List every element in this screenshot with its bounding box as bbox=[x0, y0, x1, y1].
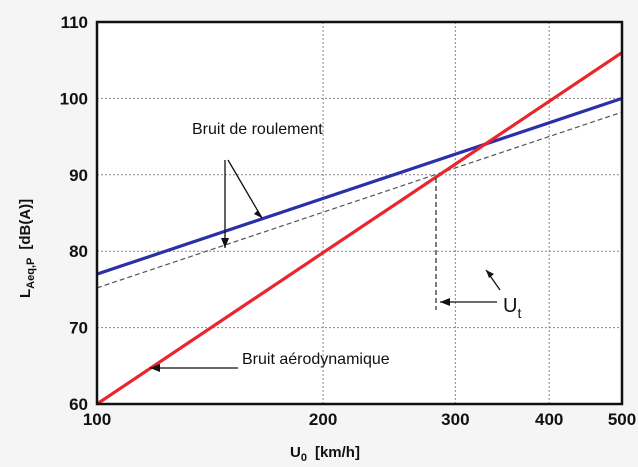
x-tick-label: 500 bbox=[608, 410, 636, 429]
rolling-drop-arrowhead bbox=[221, 238, 229, 248]
x-tick-label: 400 bbox=[535, 410, 563, 429]
y-tick-label: 70 bbox=[69, 319, 88, 338]
y-tick-label: 100 bbox=[60, 89, 88, 108]
x-tick-label: 200 bbox=[309, 410, 337, 429]
aero-label: Bruit aérodynamique bbox=[242, 351, 390, 368]
x-tick-label: 300 bbox=[441, 410, 469, 429]
aero-arrowhead bbox=[150, 364, 160, 372]
plot-area bbox=[97, 22, 622, 404]
rolling-label: Bruit de roulement bbox=[192, 121, 323, 138]
ut-arrowhead-2 bbox=[486, 270, 494, 278]
y-tick-label: 60 bbox=[69, 395, 88, 414]
plot-frame bbox=[95, 20, 624, 406]
x-tick-label: 100 bbox=[83, 410, 111, 429]
ut-label: Ut bbox=[503, 295, 521, 321]
aerodynamic-noise-line bbox=[96, 51, 623, 406]
ticks: 100 200 300 400 500 60 70 80 90 100 110 bbox=[60, 13, 637, 429]
y-tick-label: 80 bbox=[69, 242, 88, 261]
rolling-noise-line bbox=[96, 96, 623, 276]
rolling-arrowhead bbox=[254, 210, 262, 218]
ut-arrowhead bbox=[440, 298, 450, 306]
y-axis-label: LAeq,P[dB(A)] bbox=[17, 199, 37, 298]
series-layer bbox=[96, 51, 623, 406]
grid bbox=[97, 22, 622, 404]
y-tick-label: 110 bbox=[61, 13, 88, 32]
y-tick-label: 90 bbox=[69, 166, 88, 185]
rolling-noise-dashed-line bbox=[96, 111, 623, 289]
rolling-arrow bbox=[227, 159, 263, 219]
x-axis-label: U0 [km/h] bbox=[290, 444, 360, 464]
annotations: Bruit de roulement Bruit aérodynamique U… bbox=[150, 121, 521, 372]
